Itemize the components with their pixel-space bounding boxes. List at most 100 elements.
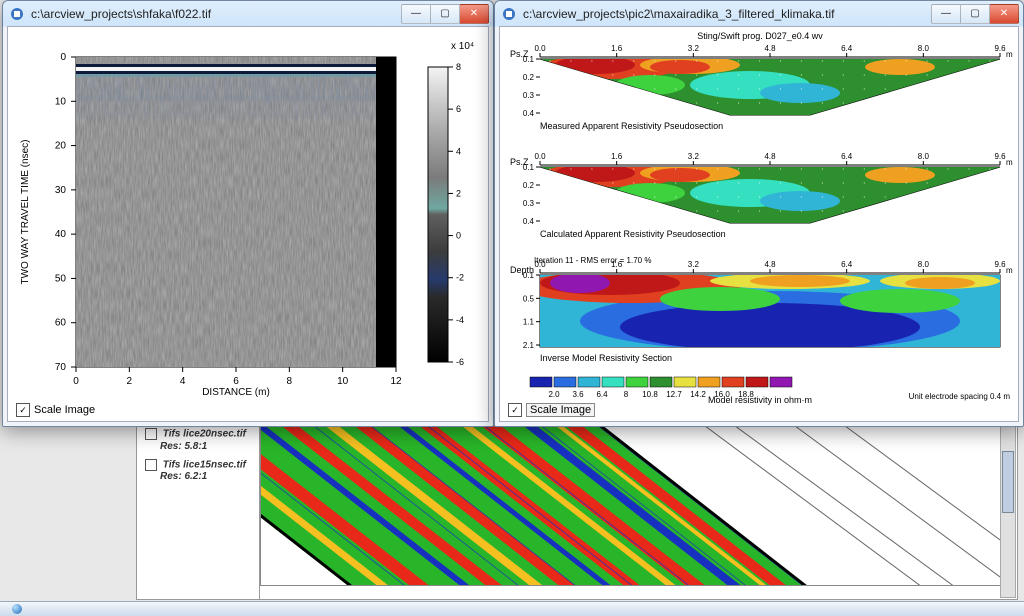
svg-text:8.0: 8.0 xyxy=(918,152,930,161)
svg-text:3.2: 3.2 xyxy=(688,44,700,53)
svg-text:2: 2 xyxy=(456,188,461,198)
taskbar[interactable] xyxy=(0,601,1024,616)
svg-text:3.2: 3.2 xyxy=(688,152,700,161)
titlebar[interactable]: c:\arcview_projects\shfaka\f022.tif — ▢ … xyxy=(3,1,493,26)
resistivity-chart: Sting/Swift prog. D027_e0.4 wv Ps.Z0.01.… xyxy=(500,27,1018,405)
svg-text:10: 10 xyxy=(55,96,67,107)
scale-image-label: Scale Image xyxy=(34,404,95,416)
window-title: c:\arcview_projects\pic2\maxairadika_3_f… xyxy=(523,7,931,21)
scale-image-label: Scale Image xyxy=(526,403,595,417)
svg-text:6: 6 xyxy=(233,376,239,387)
minimize-button[interactable]: — xyxy=(401,4,431,24)
svg-text:m: m xyxy=(1006,158,1013,167)
svg-text:14.2: 14.2 xyxy=(690,390,706,399)
svg-text:4: 4 xyxy=(456,146,461,156)
svg-text:4: 4 xyxy=(180,376,186,387)
titlebar[interactable]: c:\arcview_projects\pic2\maxairadika_3_f… xyxy=(495,1,1023,26)
svg-text:6.4: 6.4 xyxy=(841,44,853,53)
svg-text:4.8: 4.8 xyxy=(764,152,776,161)
svg-text:0.0: 0.0 xyxy=(534,260,546,269)
maximize-button[interactable]: ▢ xyxy=(431,4,460,24)
svg-text:Iteration 11 - RMS error = 1.7: Iteration 11 - RMS error = 1.70 % xyxy=(534,256,651,265)
svg-text:0.1: 0.1 xyxy=(523,271,535,280)
svg-text:2: 2 xyxy=(127,376,133,387)
svg-text:0.0: 0.0 xyxy=(534,44,546,53)
y-axis-label: TWO WAY TRAVEL TIME (nsec) xyxy=(20,139,31,284)
svg-text:2.0: 2.0 xyxy=(548,390,560,399)
chart-top-title: Sting/Swift prog. D027_e0.4 wv xyxy=(697,31,823,41)
svg-text:0.4: 0.4 xyxy=(523,109,535,118)
svg-text:0.4: 0.4 xyxy=(523,217,535,226)
layer-name: Tifs lice15nsec.tif xyxy=(163,459,246,470)
layer-file-list: Tifs lice20nsec.tif Res: 5.8:1 Tifs lice… xyxy=(145,428,255,489)
svg-text:Inverse Model Resistivity Sect: Inverse Model Resistivity Section xyxy=(540,353,672,363)
svg-text:-2: -2 xyxy=(456,273,464,283)
svg-text:4.8: 4.8 xyxy=(764,260,776,269)
app-icon xyxy=(9,6,25,22)
legend-caption: Model resistivity in ohm·m xyxy=(708,395,812,405)
layer-checkbox[interactable] xyxy=(145,459,157,471)
svg-text:10.8: 10.8 xyxy=(642,390,658,399)
svg-text:60: 60 xyxy=(55,318,67,329)
map-scrollbar-v[interactable] xyxy=(1000,420,1016,598)
svg-text:8.0: 8.0 xyxy=(918,44,930,53)
svg-text:9.6: 9.6 xyxy=(994,152,1006,161)
svg-text:0.2: 0.2 xyxy=(523,181,535,190)
svg-text:6: 6 xyxy=(456,104,461,114)
svg-text:1.6: 1.6 xyxy=(611,152,623,161)
scale-image-checkbox[interactable]: ✓ xyxy=(508,403,522,417)
svg-text:1.1: 1.1 xyxy=(523,318,535,327)
client-area: Sting/Swift prog. D027_e0.4 wv Ps.Z0.01.… xyxy=(499,26,1019,422)
close-button[interactable]: ✕ xyxy=(990,4,1019,24)
survey-map[interactable] xyxy=(260,422,1012,586)
client-area: x 10⁴ 86420-2-4-6 024681012 010203040506… xyxy=(7,26,489,422)
scale-image-row: ✓ Scale Image xyxy=(16,403,95,417)
svg-text:1.6: 1.6 xyxy=(611,260,623,269)
svg-text:m: m xyxy=(1006,50,1013,59)
list-item[interactable]: Tifs lice20nsec.tif Res: 5.8:1 xyxy=(145,428,255,453)
svg-text:20: 20 xyxy=(55,141,67,152)
minimize-button[interactable]: — xyxy=(931,4,961,24)
svg-text:0.1: 0.1 xyxy=(523,55,535,64)
svg-text:12.7: 12.7 xyxy=(666,390,682,399)
svg-text:Measured Apparent Resistivity: Measured Apparent Resistivity Pseudosect… xyxy=(540,121,723,131)
layer-res: Res: 6.2:1 xyxy=(160,471,207,482)
svg-text:40: 40 xyxy=(55,229,67,240)
svg-text:10: 10 xyxy=(337,376,349,387)
colorbar-exp: x 10⁴ xyxy=(451,41,474,52)
svg-text:0.3: 0.3 xyxy=(523,91,535,100)
svg-text:8: 8 xyxy=(624,390,629,399)
right-note: Unit electrode spacing 0.4 m xyxy=(909,392,1011,401)
start-orb-icon[interactable] xyxy=(12,604,22,614)
svg-text:0.2: 0.2 xyxy=(523,73,535,82)
svg-text:9.6: 9.6 xyxy=(994,44,1006,53)
svg-text:2.1: 2.1 xyxy=(523,341,535,350)
layer-checkbox[interactable] xyxy=(145,428,157,440)
svg-text:50: 50 xyxy=(55,273,67,284)
svg-text:4.8: 4.8 xyxy=(764,44,776,53)
svg-text:-4: -4 xyxy=(456,315,464,325)
svg-text:1.6: 1.6 xyxy=(611,44,623,53)
app-icon xyxy=(501,6,517,22)
svg-text:8: 8 xyxy=(456,62,461,72)
svg-text:0.1: 0.1 xyxy=(523,163,535,172)
svg-text:Calculated Apparent Resistivit: Calculated Apparent Resistivity Pseudose… xyxy=(540,229,726,239)
svg-text:9.6: 9.6 xyxy=(994,260,1006,269)
window-title: c:\arcview_projects\shfaka\f022.tif xyxy=(31,7,401,21)
maximize-button[interactable]: ▢ xyxy=(961,4,990,24)
svg-text:0: 0 xyxy=(456,231,461,241)
svg-text:8: 8 xyxy=(287,376,293,387)
window-resistivity: c:\arcview_projects\pic2\maxairadika_3_f… xyxy=(494,0,1024,427)
scale-image-checkbox[interactable]: ✓ xyxy=(16,403,30,417)
window-gpr: c:\arcview_projects\shfaka\f022.tif — ▢ … xyxy=(2,0,494,427)
svg-text:12: 12 xyxy=(390,376,402,387)
svg-text:3.6: 3.6 xyxy=(572,390,584,399)
svg-text:0.3: 0.3 xyxy=(523,199,535,208)
close-button[interactable]: ✕ xyxy=(460,4,489,24)
svg-text:6.4: 6.4 xyxy=(841,260,853,269)
svg-text:0.5: 0.5 xyxy=(523,294,535,303)
layer-name: Tifs lice20nsec.tif xyxy=(163,429,246,440)
list-item[interactable]: Tifs lice15nsec.tif Res: 6.2:1 xyxy=(145,459,255,484)
scale-image-row: ✓ Scale Image xyxy=(508,403,595,417)
svg-text:3.2: 3.2 xyxy=(688,260,700,269)
